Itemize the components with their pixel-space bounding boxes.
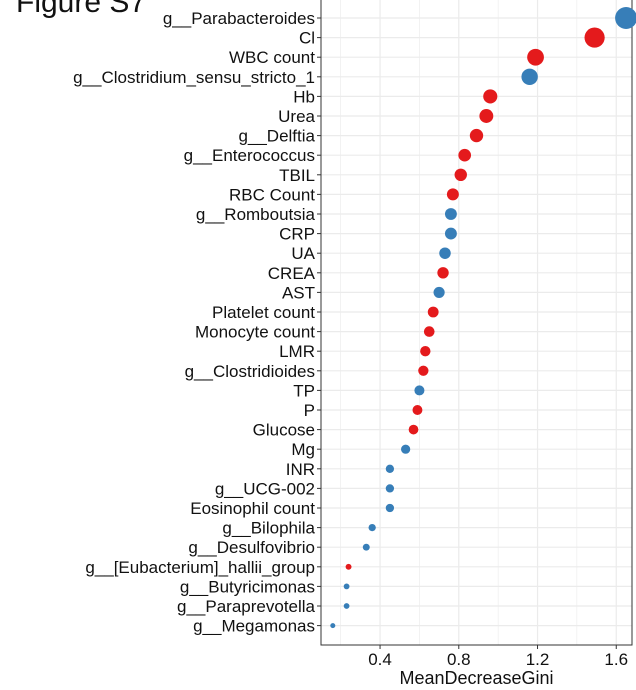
y-tick-label: g__Parabacteroides: [163, 9, 315, 28]
y-tick-label: INR: [286, 460, 315, 479]
data-point: [615, 7, 636, 29]
data-point: [408, 424, 419, 435]
y-tick-label: Urea: [278, 107, 315, 126]
y-tick-label: g__Clostridioides: [185, 362, 315, 381]
y-tick-label: g__Butyricimonas: [180, 577, 315, 596]
data-point: [401, 444, 411, 454]
data-point: [469, 128, 484, 143]
data-point: [418, 365, 429, 376]
y-tick-label: UA: [291, 244, 315, 263]
data-point: [423, 326, 435, 337]
data-point: [385, 484, 395, 493]
panel-frame: [320, 0, 633, 646]
data-point: [420, 346, 431, 357]
y-tick-label: Platelet count: [212, 303, 315, 322]
data-point: [439, 247, 451, 259]
y-tick-label: g__Clostridium_sensu_stricto_1: [73, 68, 315, 87]
y-tick-label: Mg: [291, 440, 315, 459]
x-tick-label: 1.2: [526, 650, 550, 669]
x-tick-label: 0.8: [447, 650, 471, 669]
panel-border: [320, 0, 633, 646]
grid-layer: [321, 0, 632, 645]
data-point: [483, 89, 498, 104]
y-tick-label: Hb: [293, 87, 315, 106]
data-point: [343, 583, 350, 590]
y-tick-label: RBC Count: [229, 185, 315, 204]
y-tick-label: g__Bilophila: [222, 519, 315, 538]
y-tick-label: CRP: [279, 225, 315, 244]
data-point: [444, 227, 457, 240]
data-point: [454, 168, 467, 182]
data-point: [433, 286, 445, 298]
data-point: [330, 623, 336, 629]
x-axis-title: MeanDecreaseGini: [399, 668, 553, 688]
figure-label: Figure S7: [16, 0, 147, 19]
data-point: [385, 464, 395, 473]
data-point: [527, 48, 544, 66]
y-tick-label: WBC count: [229, 48, 315, 67]
data-point: [412, 405, 423, 415]
y-tick-label: g__UCG-002: [215, 479, 315, 498]
y-tick-label: TBIL: [279, 166, 315, 185]
x-tick-label: 1.6: [604, 650, 628, 669]
data-point: [414, 385, 425, 396]
y-tick-label: g__Delftia: [238, 127, 315, 146]
y-tick-label: Monocyte count: [195, 323, 315, 342]
data-point: [444, 208, 457, 220]
data-point: [345, 563, 352, 570]
data-point: [437, 267, 449, 279]
data-point: [427, 306, 439, 318]
data-point: [446, 188, 459, 201]
y-tick-label: AST: [282, 283, 315, 302]
data-point: [479, 109, 494, 123]
data-point: [343, 603, 350, 609]
data-point: [521, 68, 538, 86]
y-tick-label: g__Enterococcus: [184, 146, 315, 165]
y-tick-label: g__Megamonas: [193, 617, 315, 636]
y-tick-label: TP: [293, 381, 315, 400]
y-tick-label: Eosinophil count: [190, 499, 315, 518]
data-point: [584, 27, 605, 48]
y-tick-label: g__[Eubacterium]_hallii_group: [85, 558, 315, 577]
y-tick-label: LMR: [279, 342, 315, 361]
points-layer: [330, 7, 636, 629]
data-point: [368, 523, 376, 532]
data-point: [385, 503, 395, 513]
y-tick-label: g__Paraprevotella: [177, 597, 316, 616]
y-tick-label: Cl: [299, 29, 315, 48]
x-axis: 0.4 0.8 1.2 1.6: [368, 645, 628, 669]
y-tick-label: g__Desulfovibrio: [188, 538, 315, 557]
x-tick-label: 0.4: [368, 650, 392, 669]
data-point: [458, 148, 472, 162]
data-point: [362, 543, 370, 551]
y-tick-label: CREA: [268, 264, 316, 283]
y-tick-label: Glucose: [253, 421, 315, 440]
y-tick-label: P: [304, 401, 315, 420]
y-tick-label: g__Romboutsia: [196, 205, 316, 224]
